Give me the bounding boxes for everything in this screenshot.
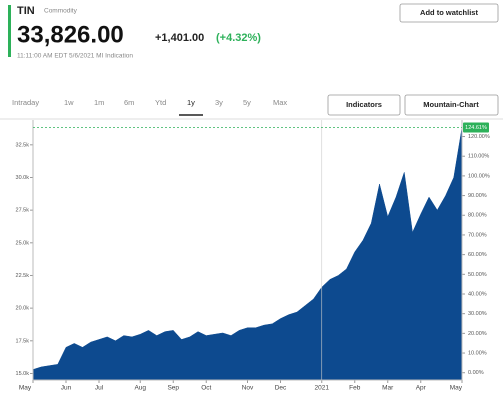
x-tick-label: 2021 <box>315 385 330 392</box>
tab[interactable]: Max <box>273 98 287 107</box>
y2-tick-label: 110.00% <box>468 154 489 160</box>
x-tick-label: Oct <box>201 385 211 392</box>
tab[interactable]: Intraday <box>12 98 39 107</box>
tab[interactable]: 5y <box>243 98 251 107</box>
indicators-button[interactable] <box>327 94 401 116</box>
x-tick-label: Dec <box>275 385 287 392</box>
watchlist-button[interactable] <box>399 3 499 23</box>
x-tick-label: Sep <box>167 385 179 392</box>
y2-tick-label: 80.00% <box>468 213 487 219</box>
y2-tick-label: 60.00% <box>468 252 487 258</box>
y-tick-label: 15.0k <box>16 371 30 377</box>
y2-tick-label: 10.00% <box>468 350 487 356</box>
last-change-tag <box>463 122 489 133</box>
tab[interactable]: Ytd <box>155 98 166 107</box>
indicators-label[interactable]: Indicators <box>346 100 382 109</box>
timestamp: 11:11:00 AM EDT 5/6/2021 MI Indication <box>17 53 133 60</box>
price: 33,826.00 <box>17 21 124 48</box>
change-pct: (+4.32%) <box>216 32 261 44</box>
x-tick-label: Apr <box>416 385 427 392</box>
tab[interactable]: 1m <box>94 98 104 107</box>
x-tick-label: Jul <box>95 385 104 392</box>
y2-tick-label: 20.00% <box>468 331 487 337</box>
x-tick-label: Aug <box>134 385 146 392</box>
y2-tick-label: 120.00% <box>468 134 490 140</box>
y2-tick-label: 100.00% <box>468 173 490 179</box>
tab[interactable]: 3y <box>215 98 223 107</box>
kind: Commodity <box>44 8 78 15</box>
x-tick-label: Jun <box>61 385 72 392</box>
y-tick-label: 27.5k <box>16 208 30 214</box>
x-tick-label: Feb <box>349 385 361 392</box>
y2-tick-label: 70.00% <box>468 232 487 238</box>
x-tick-label: Nov <box>242 385 254 392</box>
price-area <box>32 127 463 381</box>
y2-tick-label: 90.00% <box>468 193 487 199</box>
change: +1,401.00 <box>155 32 204 44</box>
y-tick-label: 22.5k <box>16 273 30 279</box>
x-tick-label: Mar <box>382 385 394 392</box>
last-change-label: 124.61% <box>465 125 487 131</box>
chart-type-label[interactable]: Mountain-Chart <box>423 100 479 109</box>
y-tick-label: 17.5k <box>16 338 30 344</box>
y-tick-label: 20.0k <box>16 306 30 312</box>
y2-tick-label: 50.00% <box>468 272 487 278</box>
y-tick-label: 32.5k <box>16 142 30 148</box>
y2-tick-label: 0.00% <box>468 370 484 376</box>
chart-type-button[interactable] <box>404 94 499 116</box>
watchlist-label[interactable]: Add to watchlist <box>420 8 478 17</box>
tab[interactable]: 1y <box>187 98 195 107</box>
x-tick-label: May <box>450 385 463 392</box>
tab[interactable]: 6m <box>124 98 134 107</box>
y2-tick-label: 30.00% <box>468 311 487 317</box>
tab[interactable]: 1w <box>64 98 74 107</box>
x-tick-label: May <box>19 385 32 392</box>
y-tick-label: 25.0k <box>16 240 30 246</box>
y-tick-label: 30.0k <box>16 175 30 181</box>
accent-bar <box>8 5 11 57</box>
symbol: TIN <box>17 5 35 17</box>
y2-tick-label: 40.00% <box>468 291 487 297</box>
